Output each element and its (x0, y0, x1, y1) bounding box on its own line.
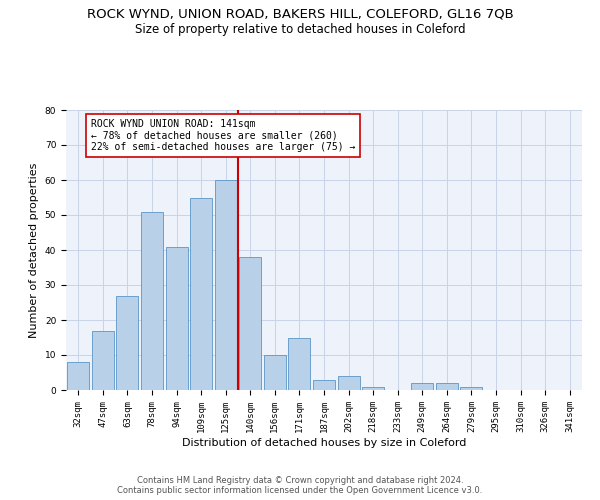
Bar (239, 257, 262, 390)
Text: ROCK WYND UNION ROAD: 141sqm
← 78% of detached houses are smaller (260)
22% of s: ROCK WYND UNION ROAD: 141sqm ← 78% of de… (91, 118, 355, 152)
Bar (215, 180, 237, 390)
Bar (436, 383, 458, 390)
Bar (166, 246, 188, 390)
Bar (338, 376, 359, 390)
Text: ROCK WYND, UNION ROAD, BAKERS HILL, COLEFORD, GL16 7QB: ROCK WYND, UNION ROAD, BAKERS HILL, COLE… (86, 8, 514, 20)
Text: Size of property relative to detached houses in Coleford: Size of property relative to detached ho… (134, 22, 466, 36)
Bar (116, 296, 139, 390)
Bar (67, 362, 89, 390)
Bar (313, 380, 335, 390)
Bar (411, 383, 433, 390)
Bar (460, 386, 482, 390)
Bar (141, 212, 163, 390)
Bar (289, 338, 310, 390)
Bar (362, 386, 384, 390)
Bar (264, 355, 286, 390)
Bar (92, 330, 114, 390)
Bar (190, 198, 212, 390)
Y-axis label: Number of detached properties: Number of detached properties (29, 162, 39, 338)
Text: Contains HM Land Registry data © Crown copyright and database right 2024.
Contai: Contains HM Land Registry data © Crown c… (118, 476, 482, 495)
X-axis label: Distribution of detached houses by size in Coleford: Distribution of detached houses by size … (182, 438, 466, 448)
